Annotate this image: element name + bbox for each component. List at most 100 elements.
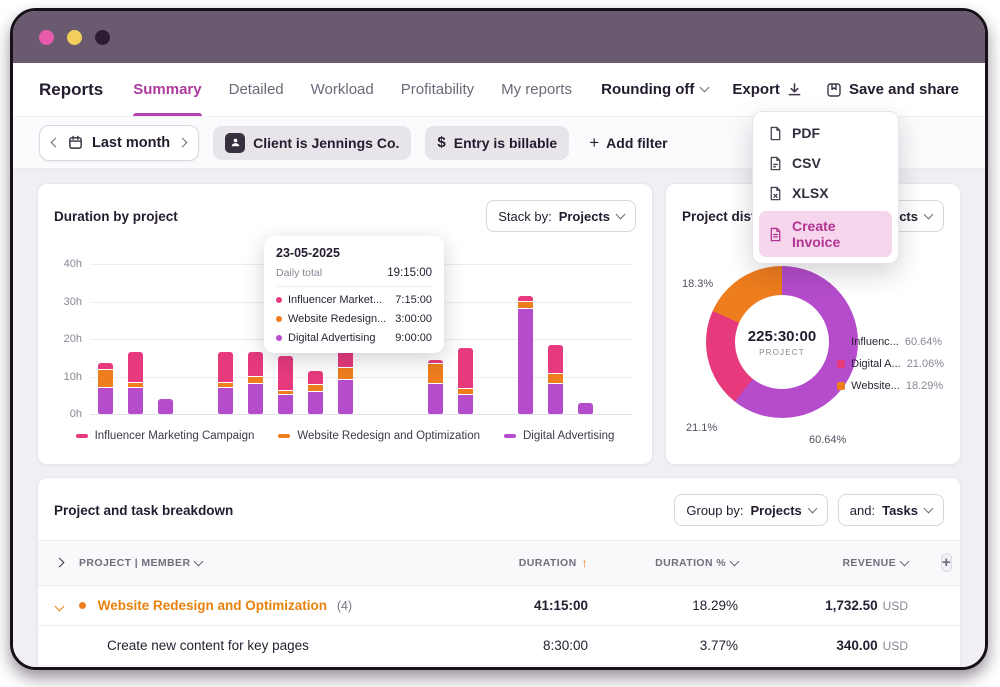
add-column-button[interactable]: + (940, 553, 952, 572)
window-control-minimize[interactable] (67, 29, 82, 45)
donut-total: 225:30:00 (747, 327, 817, 345)
slice-label: 18.3% (682, 278, 714, 290)
calendar-icon (69, 135, 82, 149)
duration-bar[interactable] (248, 352, 263, 414)
expand-all-icon[interactable] (54, 557, 65, 568)
column-header-duration-pct[interactable]: DURATION % (655, 556, 740, 569)
bar-segment (518, 302, 533, 308)
filter-chip-billable[interactable]: $ Entry is billable (425, 125, 570, 160)
chevron-left-icon[interactable] (50, 137, 61, 148)
bar-segment (308, 384, 323, 391)
table-row-task[interactable]: Create new content for key pages 8:30:00… (38, 626, 960, 666)
menu-item-pdf[interactable]: PDF (759, 118, 892, 148)
task-name: Create new content for key pages (107, 638, 309, 653)
duration-bar[interactable] (428, 359, 443, 414)
duration-by-project-card: Duration by project Stack by: Projects 4… (37, 183, 653, 465)
bar-segment (548, 344, 563, 373)
cell-revenue: 340.00 (836, 638, 878, 653)
tooltip-total-label: Daily total (276, 267, 323, 279)
bar-segment (308, 391, 323, 414)
column-header-revenue[interactable]: REVENUE (842, 556, 910, 569)
window-control-close[interactable] (39, 29, 54, 45)
legend-marker (837, 382, 846, 390)
save-and-share-button[interactable]: Save and share (826, 81, 959, 98)
bar-segment (128, 352, 143, 382)
duration-bar[interactable] (308, 370, 323, 414)
duration-bar[interactable] (218, 352, 233, 414)
chevron-down-icon (923, 209, 934, 219)
tooltip-date: 23-05-2025 (276, 246, 340, 260)
bar-segment (308, 370, 323, 384)
date-range-picker[interactable]: Last month (39, 124, 200, 161)
duration-bar[interactable] (518, 295, 533, 414)
column-header-duration[interactable]: DURATION ↑ (518, 556, 588, 570)
and-dropdown[interactable]: and: Tasks (837, 494, 944, 526)
group-by-dropdown[interactable]: Group by: Projects (674, 494, 828, 526)
column-header-project-member[interactable]: PROJECT | MEMBER (79, 556, 204, 569)
window-control-expand[interactable] (95, 29, 110, 45)
bar-segment (218, 383, 233, 387)
menu-item-create-invoice[interactable]: Create Invoice (759, 211, 892, 257)
y-tick: 20h (63, 333, 82, 345)
bar-segment (248, 384, 263, 414)
chevron-right-icon[interactable] (177, 137, 188, 148)
duration-bar[interactable] (98, 363, 113, 414)
filter-chip-client[interactable]: Client is Jennings Co. (213, 125, 412, 160)
project-color-dot (79, 602, 86, 609)
tab-profitability[interactable]: Profitability (400, 81, 475, 98)
rounding-label: Rounding off (601, 81, 695, 98)
bar-segment (278, 355, 293, 390)
cell-currency: USD (882, 599, 908, 613)
csv-file-icon (770, 156, 781, 170)
legend-marker (504, 434, 516, 438)
duration-bar[interactable] (278, 355, 293, 414)
export-button[interactable]: Export (732, 81, 802, 98)
export-dropdown-menu: PDF CSV XLSX Create Invoice (752, 111, 899, 264)
duration-chart-legend: Influencer Marketing Campaign Website Re… (54, 430, 636, 442)
tab-summary[interactable]: Summary (133, 63, 202, 116)
bar-segment (338, 380, 353, 414)
stack-by-dropdown[interactable]: Stack by: Projects (486, 200, 636, 232)
duration-bar[interactable] (128, 352, 143, 414)
duration-card-title: Duration by project (54, 208, 178, 224)
bar-segment (518, 295, 533, 302)
donut-legend: Influenc... 60.64% Digital A... 21.06% W… (837, 336, 944, 392)
duration-bar[interactable] (158, 399, 173, 414)
tab-my-reports[interactable]: My reports (501, 81, 572, 98)
tab-detailed[interactable]: Detailed (228, 81, 284, 98)
legend-item: Influencer Marketing Campaign (75, 430, 254, 442)
chevron-down-icon (615, 209, 626, 219)
top-navbar: Reports Summary Detailed Workload Profit… (13, 63, 985, 117)
legend-item: Influenc... 60.64% (837, 336, 944, 348)
slice-label: 21.1% (686, 422, 718, 434)
bar-segment (278, 395, 293, 414)
tab-workload[interactable]: Workload (310, 81, 374, 98)
row-collapse-icon[interactable] (54, 601, 65, 612)
table-row-project[interactable]: Website Redesign and Optimization (4) 41… (38, 586, 960, 626)
duration-bar[interactable] (458, 348, 473, 414)
filter-chip-billable-label: Entry is billable (453, 134, 558, 151)
date-range-label: Last month (92, 134, 171, 151)
rounding-button[interactable]: Rounding off (601, 81, 710, 98)
bar-segment (218, 387, 233, 414)
project-name[interactable]: Website Redesign and Optimization (97, 598, 328, 613)
duration-bar[interactable] (548, 344, 563, 414)
page-title: Reports (39, 79, 104, 99)
legend-item: Digital A... 21.06% (837, 358, 944, 370)
menu-item-xlsx[interactable]: XLSX (759, 178, 892, 208)
cell-duration: 8:30:00 (542, 638, 588, 653)
legend-item: Website Redesign and Optimization (278, 430, 480, 442)
donut-zone: 18.3% 21.1% 60.64% 225:30:00 PROJECT Inf… (682, 240, 944, 455)
duration-bar[interactable] (578, 402, 593, 414)
tooltip-total-value: 19:15:00 (387, 267, 432, 279)
chart-tooltip: 23-05-2025 Daily total 19:15:00 Influenc… (264, 236, 444, 353)
chevron-down-icon (729, 556, 740, 566)
xlsx-file-icon (770, 186, 781, 200)
donut-chart[interactable]: 225:30:00 PROJECT (706, 266, 858, 418)
donut-center: 225:30:00 PROJECT (735, 295, 829, 389)
add-filter-label: Add filter (606, 134, 668, 151)
invoice-icon (770, 227, 781, 241)
y-tick: 30h (63, 295, 82, 308)
menu-item-csv[interactable]: CSV (759, 148, 892, 178)
add-filter-button[interactable]: + Add filter (589, 134, 667, 151)
